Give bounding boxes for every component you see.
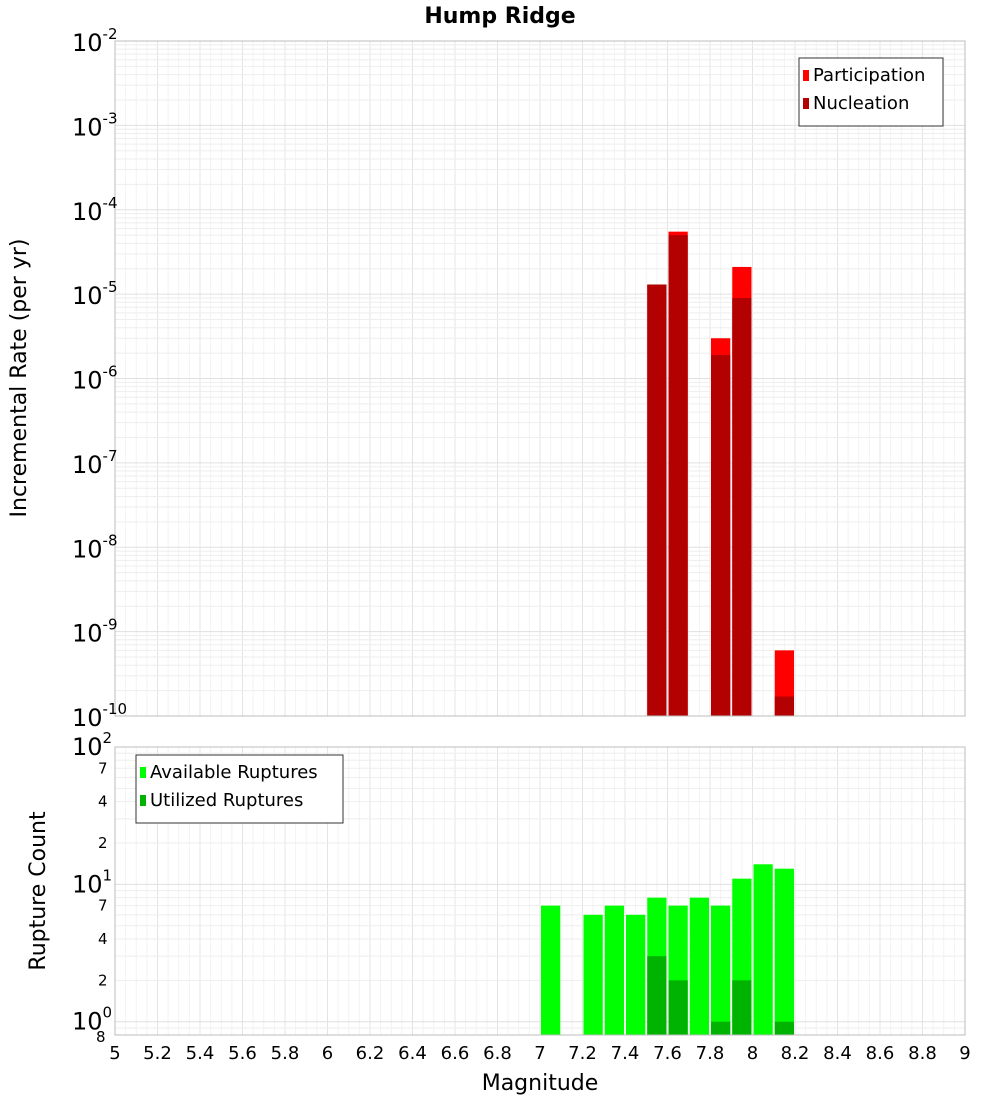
x-tick-label: 5.2	[143, 1043, 172, 1064]
x-tick-label: 5.8	[271, 1043, 300, 1064]
rate-legend-box	[798, 57, 944, 127]
x-tick-label: 5	[109, 1043, 120, 1064]
count-bar-available-ruptures	[604, 905, 624, 1035]
bottom-plot-frame	[114, 746, 966, 1036]
x-tick-label: 7.8	[696, 1043, 725, 1064]
y-tick-label: 10-3	[72, 109, 118, 141]
x-tick-label: 6.6	[441, 1043, 470, 1064]
y-tick-label: 10-4	[72, 194, 118, 226]
x-axis-title: Magnitude	[482, 1071, 599, 1096]
count-bar-available-ruptures	[753, 864, 773, 1035]
count-bar-available-ruptures	[711, 905, 731, 1035]
rate-legend-swatch	[803, 98, 809, 109]
y-tick-label: 101	[72, 866, 112, 898]
count-bar-available-ruptures	[541, 905, 561, 1035]
count-bar-utilized-ruptures	[647, 956, 667, 1035]
count-bar-utilized-ruptures	[668, 980, 688, 1035]
y-tick-label: 10-10	[72, 700, 127, 732]
y-tick-label: 10-5	[72, 278, 118, 310]
x-tick-label: 8	[747, 1043, 758, 1064]
y-tick-label: 10-8	[72, 531, 118, 563]
y-tick-label: 7	[98, 759, 108, 777]
count-bar-available-ruptures	[626, 914, 646, 1035]
x-tick-label: 9	[959, 1043, 970, 1064]
count-bar-available-ruptures	[583, 914, 603, 1035]
x-tick-label: 7	[534, 1043, 545, 1064]
y-axis-title-count: Rupture Count	[26, 811, 51, 971]
y-tick-label: 10-9	[72, 616, 118, 648]
x-tick-label: 8.6	[866, 1043, 895, 1064]
x-tick-label: 5.4	[186, 1043, 215, 1064]
y-tick-label: 2	[98, 971, 108, 989]
top-plot-frame	[114, 40, 966, 717]
rate-legend-swatch	[803, 70, 809, 81]
y-tick-label: 10-2	[72, 25, 118, 57]
count-legend-swatch	[140, 795, 146, 806]
rate-bar-nucleation	[647, 284, 667, 716]
rate-legend-label: Participation	[813, 65, 925, 86]
x-tick-label: 8.8	[908, 1043, 937, 1064]
count-legend-swatch	[140, 767, 146, 778]
x-tick-label: 6.8	[483, 1043, 512, 1064]
y-tick-label: 8	[96, 1028, 106, 1046]
x-tick-label: 8.2	[781, 1043, 810, 1064]
count-bar-utilized-ruptures	[732, 980, 752, 1035]
rate-bar-nucleation	[668, 235, 688, 716]
x-tick-label: 7.6	[653, 1043, 682, 1064]
y-tick-label: 2	[98, 834, 108, 852]
y-tick-label: 100	[72, 1004, 112, 1036]
count-legend-box	[135, 754, 344, 824]
count-bar-available-ruptures	[689, 897, 709, 1035]
y-tick-label: 7	[98, 897, 108, 915]
rate-bar-nucleation	[711, 354, 731, 716]
count-bar-available-ruptures	[774, 868, 794, 1035]
y-tick-label: 4	[98, 793, 108, 811]
y-tick-label: 4	[98, 930, 108, 948]
rate-bar-nucleation	[774, 696, 794, 716]
y-tick-label: 102	[72, 729, 112, 761]
count-bar-utilized-ruptures	[711, 1021, 731, 1035]
count-bar-utilized-ruptures	[774, 1021, 794, 1035]
count-legend-label: Utilized Ruptures	[150, 790, 303, 811]
rate-bar-nucleation	[732, 297, 752, 716]
y-tick-label: 10-7	[72, 447, 118, 479]
x-tick-label: 7.2	[568, 1043, 597, 1064]
count-legend-label: Available Ruptures	[150, 762, 318, 783]
x-tick-label: 8.4	[823, 1043, 852, 1064]
rate-legend-label: Nucleation	[813, 93, 909, 114]
chart-title: Hump Ridge	[424, 4, 575, 29]
x-tick-label: 6.4	[398, 1043, 427, 1064]
y-tick-label: 10-6	[72, 363, 118, 395]
x-tick-label: 7.4	[611, 1043, 640, 1064]
y-axis-title-rate: Incremental Rate (per yr)	[7, 239, 32, 518]
x-tick-label: 6	[322, 1043, 333, 1064]
x-tick-label: 6.2	[356, 1043, 385, 1064]
x-tick-label: 5.6	[228, 1043, 257, 1064]
